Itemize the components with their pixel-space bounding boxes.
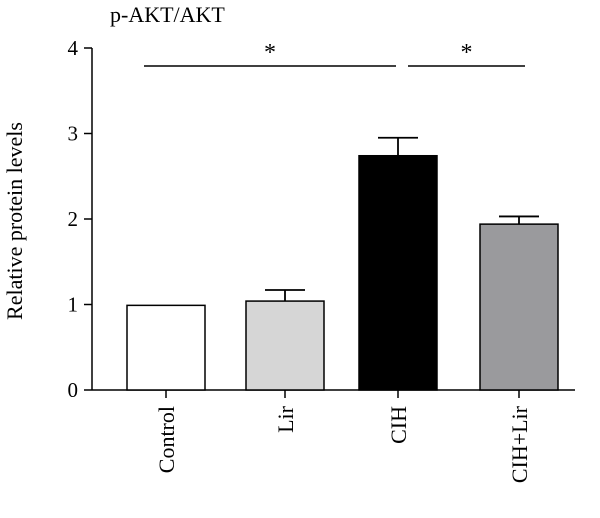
bar-cih-lir [479, 223, 559, 391]
x-tick-label: Lir [273, 405, 298, 433]
chart-title: p-AKT/AKT [110, 2, 225, 27]
x-tick-label: Control [154, 406, 179, 473]
bar-cih [358, 154, 438, 391]
bar-lir [245, 300, 325, 391]
y-tick-label: 2 [68, 207, 79, 231]
significance-marks: * * [144, 40, 525, 67]
x-tick-label: CIH+Lir [507, 405, 532, 483]
bars [126, 154, 559, 391]
x-tick-label: CIH [386, 406, 411, 444]
significance-star: * [461, 40, 473, 66]
y-tick-label: 1 [68, 293, 79, 317]
y-tick-label: 4 [68, 36, 79, 60]
significance-star: * [264, 40, 276, 66]
error-bars [265, 136, 539, 302]
bar-control [126, 304, 206, 391]
y-tick-label: 3 [68, 122, 79, 146]
y-ticks: 0 1 2 3 4 [68, 36, 92, 402]
y-tick-label: 0 [68, 378, 79, 402]
x-ticks: Control Lir CIH CIH+Lir [154, 390, 532, 483]
y-axis-label: Relative protein levels [2, 122, 27, 320]
